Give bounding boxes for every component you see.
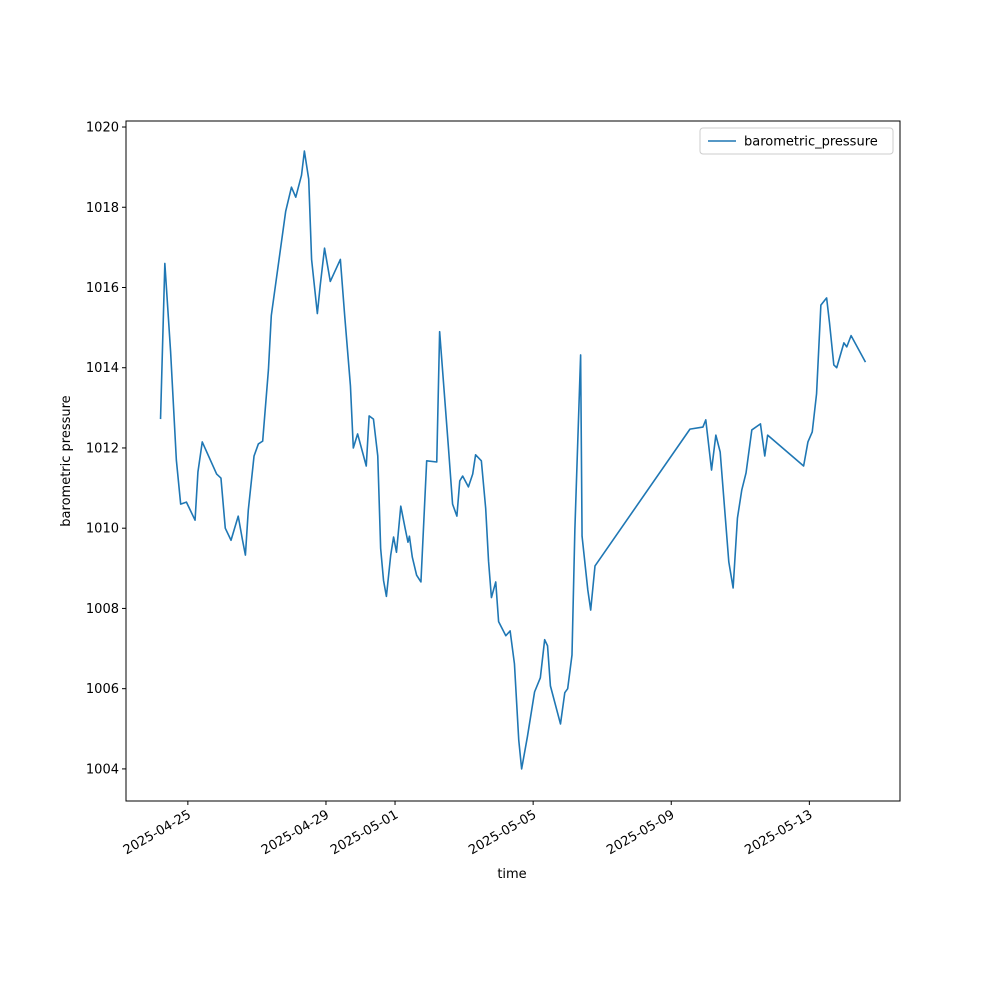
y-tick-label: 1020 [86,121,119,136]
y-tick-label: 1012 [86,441,119,456]
legend-label: barometric_pressure [744,135,878,150]
y-tick-label: 1014 [86,361,119,376]
y-tick-label: 1018 [86,201,119,216]
y-tick-label: 1010 [86,522,119,537]
y-tick-label: 1016 [86,281,119,296]
x-tick-label: 2025-04-29 [259,807,332,858]
y-tick-label: 1006 [86,682,119,697]
x-tick-label: 2025-05-13 [742,807,815,858]
line-series [159,150,867,770]
y-axis-label: barometric pressure [59,395,74,526]
x-tick-label: 2025-05-09 [604,807,677,858]
legend-box [699,127,894,155]
y-tick-label: 1004 [86,762,119,777]
x-tick-label: 2025-04-25 [121,807,194,858]
y-tick-label: 1008 [86,602,119,617]
axes-frame [125,120,901,802]
x-tick-label: 2025-05-01 [328,807,401,858]
x-tick-label: 2025-05-05 [466,807,539,858]
x-axis-label: time [497,867,526,882]
